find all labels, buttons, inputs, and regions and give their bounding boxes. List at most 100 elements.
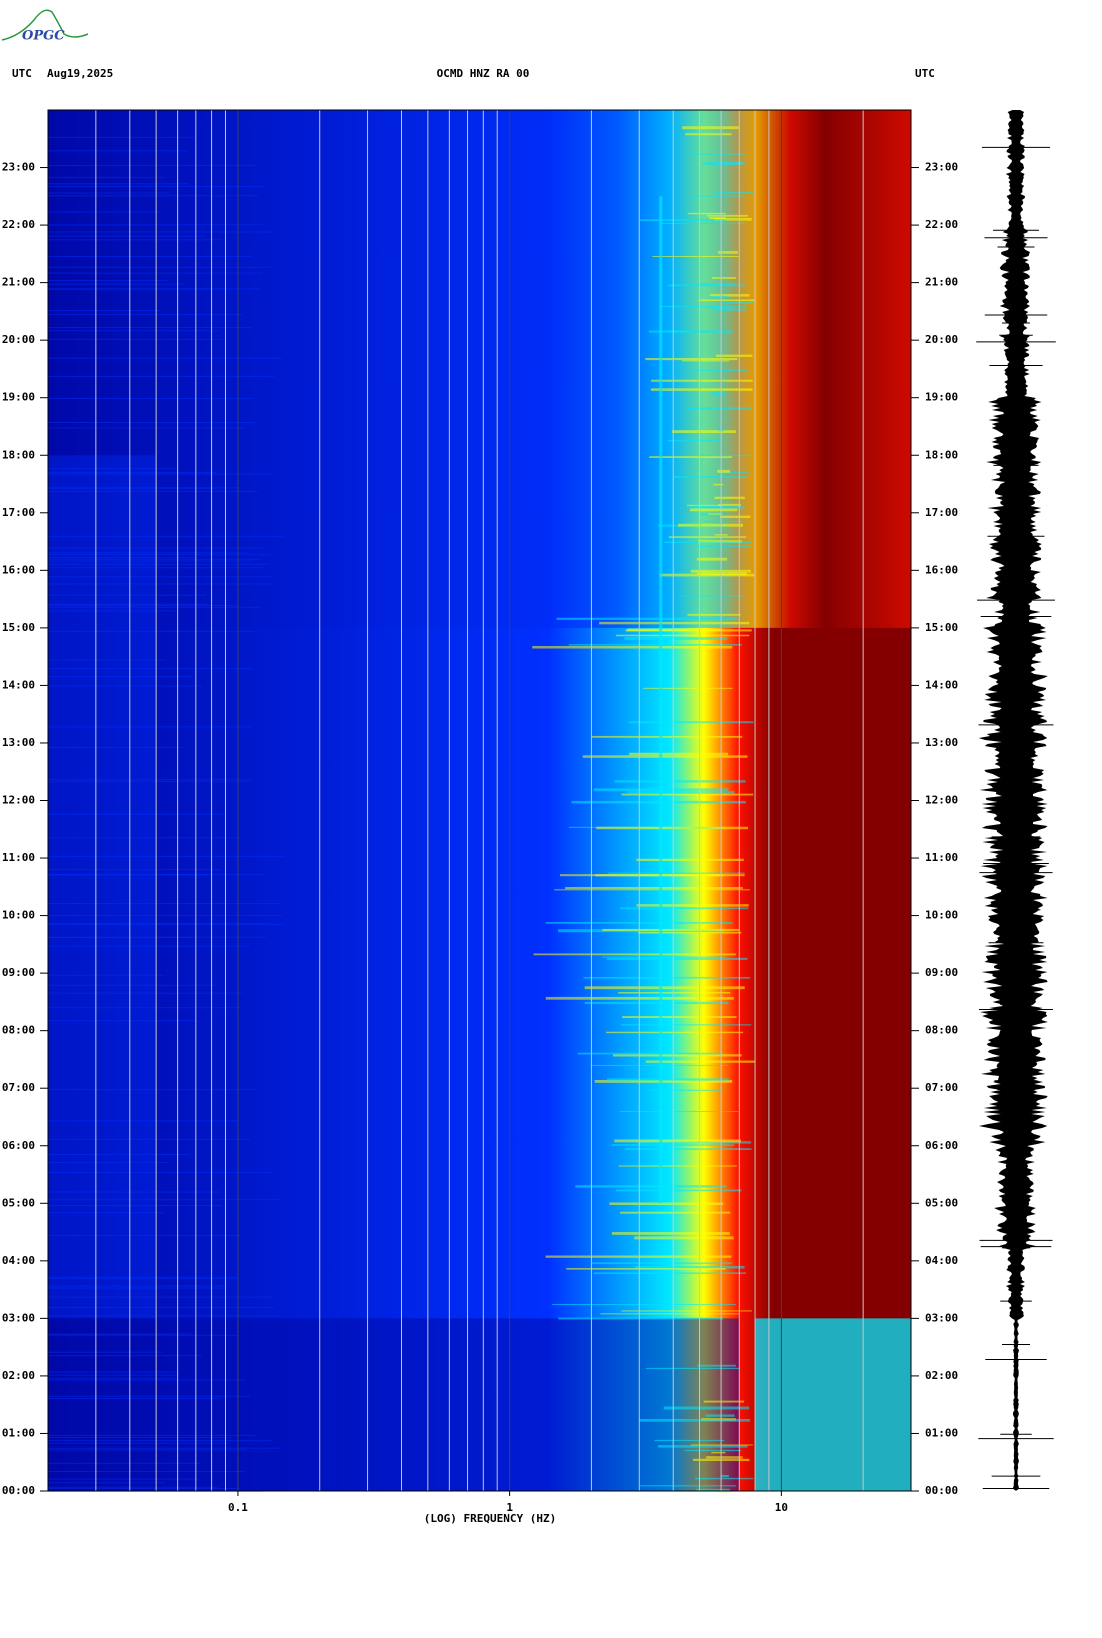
streak-low [48, 1191, 221, 1193]
streak [658, 1445, 748, 1448]
streak [634, 1265, 745, 1269]
streak [577, 1052, 724, 1055]
streak-low [48, 1287, 224, 1289]
streak-low [48, 1482, 166, 1484]
streak-low [48, 1434, 257, 1436]
streak [627, 628, 722, 632]
streak-low [48, 552, 247, 554]
streak-low [48, 1377, 178, 1379]
streak [622, 1016, 737, 1019]
streak-low [48, 176, 165, 178]
streak [687, 613, 741, 616]
header-right: UTC [915, 67, 935, 80]
streak [615, 1189, 742, 1192]
streak [668, 536, 747, 538]
streak-low [48, 472, 217, 474]
streak-low [48, 869, 221, 871]
streak-low [48, 923, 274, 925]
streak [607, 1078, 729, 1081]
streak [609, 1202, 724, 1206]
y-tick-label-right: 23:00 [925, 161, 958, 174]
streak-low [48, 780, 249, 782]
streak [595, 874, 723, 877]
streak [686, 407, 752, 410]
streak [697, 545, 750, 548]
streak [645, 357, 738, 361]
streak-low [48, 1007, 240, 1009]
spectral-line [659, 196, 663, 1204]
streak [596, 826, 749, 830]
streak [718, 471, 749, 474]
streak [638, 931, 742, 934]
streak [639, 1418, 751, 1422]
streak [709, 295, 729, 298]
streak-low [48, 1478, 199, 1480]
streak [639, 219, 727, 221]
streak [720, 301, 754, 304]
streak-low [48, 1395, 251, 1397]
y-tick-label-left: 19:00 [2, 391, 35, 404]
y-tick-label-right: 03:00 [925, 1311, 958, 1324]
streak [619, 907, 749, 910]
streak [717, 251, 738, 254]
date: Aug19,2025 [47, 67, 113, 80]
streak [697, 557, 728, 561]
streak [629, 752, 729, 756]
streak [705, 1414, 735, 1417]
y-tick-label-left: 06:00 [2, 1139, 35, 1152]
streak [566, 1267, 726, 1270]
streak-low [48, 195, 259, 197]
streak-low [48, 903, 281, 905]
streak-low [48, 283, 184, 285]
streak [686, 504, 723, 507]
streak-low [48, 914, 283, 916]
streak [714, 308, 747, 311]
streak [702, 162, 743, 166]
low-freq-band [48, 455, 157, 1319]
streak [691, 1444, 753, 1446]
streak [716, 1490, 732, 1493]
streak-low [48, 1334, 239, 1336]
x-tick-label: 0.1 [228, 1501, 248, 1514]
streak-low [48, 1120, 239, 1122]
streak [695, 1488, 730, 1492]
streak-low [48, 235, 204, 237]
streak-low [48, 1212, 164, 1214]
streak [624, 1148, 752, 1151]
streak [679, 595, 744, 597]
streak [710, 392, 723, 394]
streak-low [48, 992, 243, 994]
streak [593, 1272, 746, 1274]
streak [660, 222, 745, 225]
y-tick-label-right: 19:00 [925, 391, 958, 404]
y-tick-label-left: 17:00 [2, 506, 35, 519]
streak [692, 505, 745, 509]
spectrogram [48, 110, 911, 1493]
streak [698, 299, 755, 302]
streak-low [48, 266, 271, 268]
streak-low [48, 606, 260, 608]
streak-low [48, 310, 160, 312]
y-tick-label-left: 21:00 [2, 276, 35, 289]
streak-low [48, 211, 161, 213]
streak-low [48, 1205, 222, 1207]
logo: OPGC [1, 9, 89, 44]
streak-low [48, 473, 272, 475]
streak-low [48, 1442, 229, 1444]
streak [591, 735, 743, 738]
streak [602, 928, 740, 932]
streak-low [48, 605, 239, 607]
streak-low [48, 610, 176, 612]
y-tick-label-left: 18:00 [2, 448, 35, 461]
streak [689, 508, 738, 512]
streak [612, 1054, 742, 1057]
streak [673, 476, 747, 478]
y-tick-label-left: 22:00 [2, 218, 35, 231]
streak-low [48, 1276, 238, 1278]
streak [636, 904, 749, 907]
y-tick-label-left: 09:00 [2, 966, 35, 979]
streak [692, 153, 746, 155]
streak [654, 1439, 725, 1442]
streak [708, 513, 722, 515]
